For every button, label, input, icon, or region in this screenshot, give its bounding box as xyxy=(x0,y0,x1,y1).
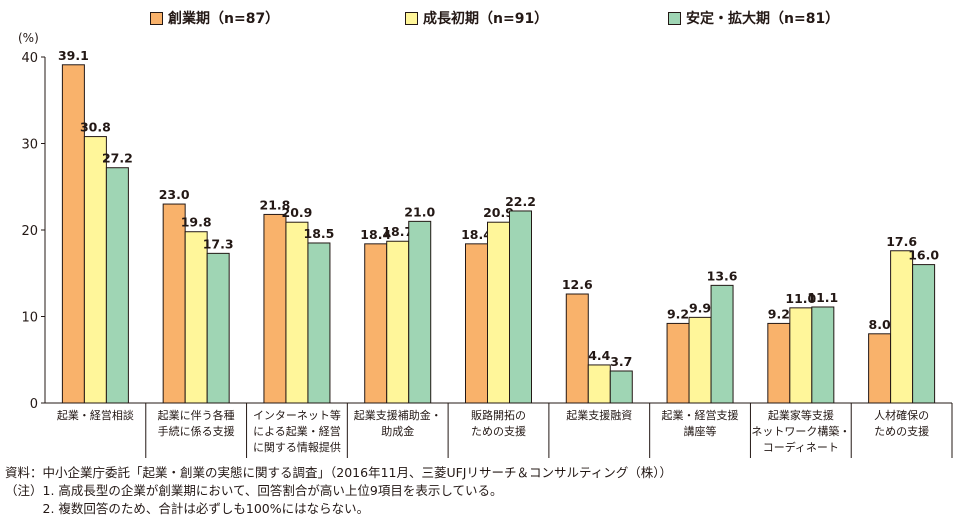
x-category-label: 起業家等支援 xyxy=(768,408,834,422)
data-label-series-3: 27.2 xyxy=(102,151,133,166)
x-category-label: 販路開拓の xyxy=(471,408,526,422)
bar-series-2 xyxy=(386,240,410,404)
legend-item-series-2: 成長初期（n=91） xyxy=(405,8,548,28)
data-label-series-3: 17.3 xyxy=(203,236,234,251)
y-tick-label: 10 xyxy=(21,311,38,326)
bar-series-2 xyxy=(789,307,813,404)
data-label-series-1: 12.6 xyxy=(562,277,593,292)
bar-series-1 xyxy=(61,64,85,404)
data-label-series-3: 21.0 xyxy=(404,204,435,219)
x-category-label: 起業支援融資 xyxy=(566,408,632,422)
data-label-series-2: 30.8 xyxy=(80,120,111,135)
y-axis-unit-label: (%) xyxy=(18,31,39,45)
legend-item-series-1: 創業期（n=87） xyxy=(150,8,279,28)
bar-series-2 xyxy=(587,364,611,404)
footnote-1: （注）1. 高成長型の企業が創業期において、回答割合が高い上位9項目を表示してい… xyxy=(5,483,503,498)
data-label-series-1: 18.4 xyxy=(461,227,492,242)
bar-series-2 xyxy=(487,221,510,404)
x-category-label: インターネット等 xyxy=(253,408,341,422)
x-category-label: 講座等 xyxy=(684,424,717,438)
bar-series-3 xyxy=(105,167,129,404)
x-category-label: 人材確保の xyxy=(874,408,929,422)
bar-series-3 xyxy=(307,242,331,404)
data-label-series-2: 11.0 xyxy=(785,291,816,306)
data-label-series-1: 8.0 xyxy=(869,317,891,332)
legend-swatch-series-3 xyxy=(668,11,681,25)
data-label-series-2: 17.6 xyxy=(886,234,917,249)
data-label-series-1: 39.1 xyxy=(58,48,89,63)
x-category-label: 起業支援補助金・ xyxy=(354,408,442,422)
y-tick-label: 0 xyxy=(30,397,38,412)
data-label-series-1: 21.8 xyxy=(260,197,291,212)
bar-series-3 xyxy=(206,252,230,404)
bar-series-1 xyxy=(565,293,589,404)
footnote-2: 2. 複数回答のため、合計は必ずしも100%にはならない。 xyxy=(5,501,370,516)
chart-legend: 創業期（n=87） 成長初期（n=91） 安定・拡大期（n=81） xyxy=(0,8,963,30)
data-label-series-2: 19.8 xyxy=(181,215,212,230)
data-label-series-3: 22.2 xyxy=(505,194,536,209)
x-category-label: 助成金 xyxy=(381,424,414,438)
bar-series-1 xyxy=(767,322,791,404)
data-label-series-2: 18.7 xyxy=(382,224,413,239)
legend-swatch-series-2 xyxy=(405,11,418,25)
y-tick-label: 40 xyxy=(21,51,38,66)
y-tick-label: 20 xyxy=(21,224,38,239)
data-label-series-3: 11.1 xyxy=(807,290,838,305)
bar-series-1 xyxy=(263,213,287,404)
x-category-label: ネットワーク構築・ xyxy=(751,424,850,438)
data-label-series-2: 4.4 xyxy=(588,348,610,363)
bar-series-3 xyxy=(710,284,734,404)
legend-swatch-series-1 xyxy=(150,11,163,25)
legend-item-series-3: 安定・拡大期（n=81） xyxy=(668,8,839,28)
legend-label-series-3: 安定・拡大期（n=81） xyxy=(686,11,840,27)
x-category-label: ための支援 xyxy=(874,424,929,438)
bar-series-3 xyxy=(912,264,936,404)
data-label-series-3: 3.7 xyxy=(610,354,632,369)
bar-series-1 xyxy=(868,333,892,404)
data-label-series-1: 9.2 xyxy=(667,306,689,321)
data-label-series-1: 9.2 xyxy=(768,306,790,321)
data-label-series-2: 9.9 xyxy=(689,300,711,315)
data-label-series-1: 18.4 xyxy=(360,227,391,242)
data-label-series-2: 20.9 xyxy=(282,205,313,220)
x-category-label: 起業・経営支援 xyxy=(662,408,739,422)
chart-notes: 資料：中小企業庁委託「起業・創業の実態に関する調査」（2016年11月、三菱UF… xyxy=(5,464,672,518)
y-tick-label: 30 xyxy=(21,138,38,153)
data-label-series-3: 18.5 xyxy=(304,226,335,241)
bar-series-1 xyxy=(162,203,186,404)
bar-series-2 xyxy=(688,316,712,404)
bar-series-1 xyxy=(465,243,488,404)
data-label-series-2: 20.9 xyxy=(483,205,514,220)
x-category-label: 起業・経営相談 xyxy=(57,408,134,422)
x-category-label: 起業に伴う各種 xyxy=(158,408,235,422)
data-label-series-3: 13.6 xyxy=(707,268,738,283)
bar-series-3 xyxy=(408,220,432,404)
bar-series-1 xyxy=(364,243,388,404)
legend-label-series-1: 創業期（n=87） xyxy=(168,11,280,27)
bar-series-1 xyxy=(666,322,690,404)
bar-series-2 xyxy=(890,250,914,404)
x-category-label: ための支援 xyxy=(471,424,526,438)
bar-series-3 xyxy=(609,370,633,404)
bar-series-2 xyxy=(83,136,107,404)
x-category-label: コーディネート xyxy=(763,440,839,454)
legend-label-series-2: 成長初期（n=91） xyxy=(423,11,549,27)
bar-series-2 xyxy=(285,221,309,404)
x-category-label: に関する情報提供 xyxy=(253,440,341,454)
bar-series-3 xyxy=(811,306,835,404)
data-label-series-1: 23.0 xyxy=(159,187,190,202)
source-note: 資料：中小企業庁委託「起業・創業の実態に関する調査」（2016年11月、三菱UF… xyxy=(5,465,672,480)
bar-series-3 xyxy=(509,210,532,404)
x-category-label: による起業・経営 xyxy=(253,424,341,438)
data-label-series-3: 16.0 xyxy=(908,248,939,263)
bar-series-2 xyxy=(184,231,208,404)
x-category-label: 手続に係る支援 xyxy=(158,424,235,438)
